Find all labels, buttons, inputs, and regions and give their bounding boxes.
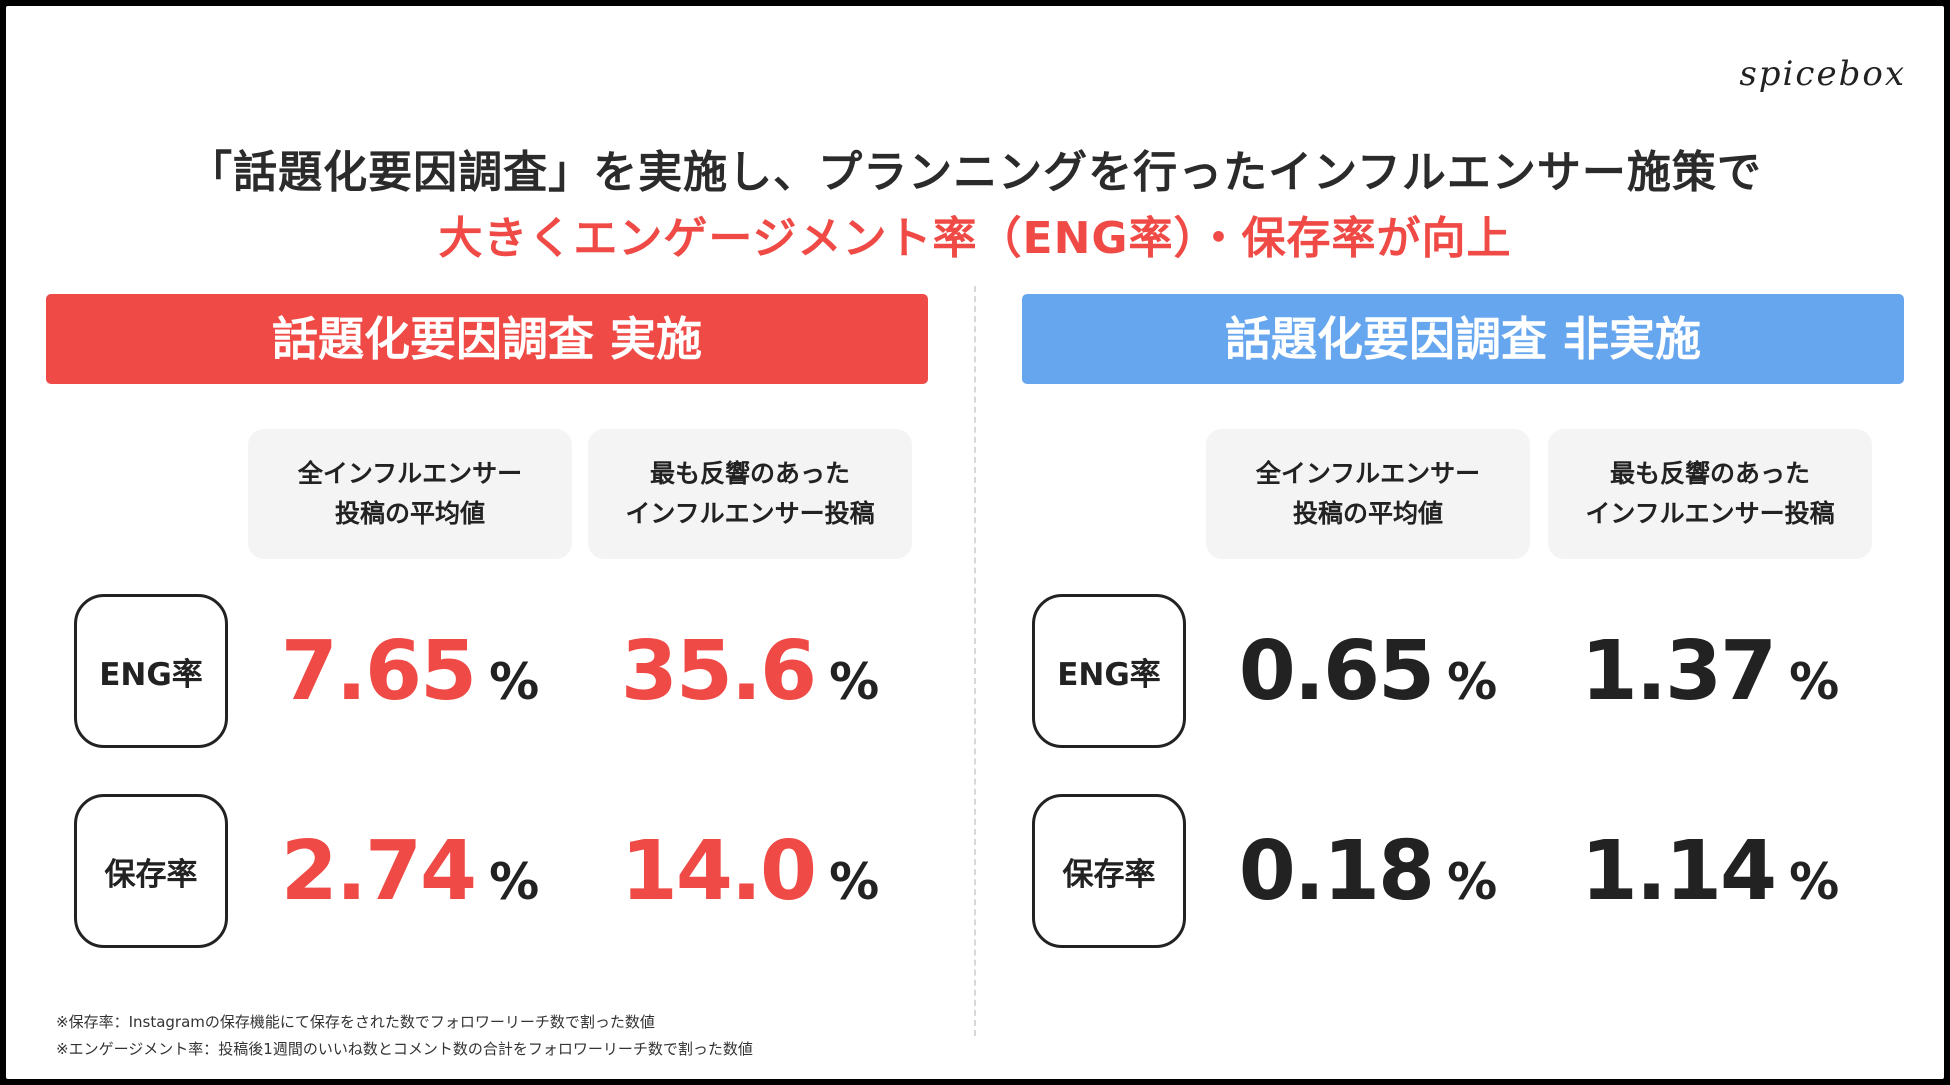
left-save-top-value: 14.0% [588,824,912,919]
value-number: 0.18 [1238,824,1435,919]
value-number: 0.65 [1238,624,1435,719]
brand-logo: spicebox [1739,54,1906,94]
col-header-line1: 最も反響のあった [1609,459,1810,488]
right-row-label-eng: ENG率 [1032,594,1186,748]
right-save-top-value: 1.14% [1548,824,1872,919]
left-row-label-eng: ENG率 [74,594,228,748]
right-row-label-save: 保存率 [1032,794,1186,948]
left-column-header-average: 全インフルエンサー 投稿の平均値 [248,429,572,559]
col-header-line1: 全インフルエンサー [1255,459,1481,488]
value-unit: % [489,853,540,911]
value-number: 2.74 [280,824,477,919]
col-header-line2: 投稿の平均値 [1292,499,1443,528]
value-unit: % [1447,853,1498,911]
value-unit: % [489,653,540,711]
footnote-engagement-rate: ※エンゲージメント率：投稿後1週間のいいね数とコメント数の合計をフォロワーリーチ… [56,1040,753,1058]
left-eng-average-value: 7.65% [248,624,572,719]
right-eng-top-value: 1.37% [1548,624,1872,719]
left-save-average-value: 2.74% [248,824,572,919]
value-unit: % [829,653,880,711]
banner-not-implemented: 話題化要因調査 非実施 [1022,294,1904,384]
value-number: 1.14 [1580,824,1777,919]
value-number: 35.6 [620,624,817,719]
left-column-header-top-post: 最も反響のあった インフルエンサー投稿 [588,429,912,559]
right-column-header-top-post: 最も反響のあった インフルエンサー投稿 [1548,429,1872,559]
left-eng-top-value: 35.6% [588,624,912,719]
slide: spicebox 「話題化要因調査」を実施し、プランニングを行ったインフルエンサ… [6,6,1944,1079]
value-number: 14.0 [620,824,817,919]
col-header-line2: インフルエンサー投稿 [625,499,875,528]
banner-implemented: 話題化要因調査 実施 [46,294,928,384]
left-row-label-save: 保存率 [74,794,228,948]
right-eng-average-value: 0.65% [1206,624,1530,719]
value-unit: % [1789,853,1840,911]
value-unit: % [829,853,880,911]
value-number: 7.65 [280,624,477,719]
headline-line2: 大きくエンゲージメント率（ENG率）・保存率が向上 [438,213,1512,264]
col-header-line2: 投稿の平均値 [334,499,485,528]
center-divider [974,286,976,1036]
value-number: 1.37 [1580,624,1777,719]
right-column-header-average: 全インフルエンサー 投稿の平均値 [1206,429,1530,559]
col-header-line2: インフルエンサー投稿 [1585,499,1835,528]
right-save-average-value: 0.18% [1206,824,1530,919]
headline-line1: 「話題化要因調査」を実施し、プランニングを行ったインフルエンサー施策で [188,147,1762,198]
footnote-save-rate: ※保存率：Instagramの保存機能にて保存をされた数でフォロワーリーチ数で割… [56,1013,655,1031]
col-header-line1: 最も反響のあった [649,459,850,488]
col-header-line1: 全インフルエンサー [297,459,523,488]
value-unit: % [1789,653,1840,711]
value-unit: % [1447,653,1498,711]
